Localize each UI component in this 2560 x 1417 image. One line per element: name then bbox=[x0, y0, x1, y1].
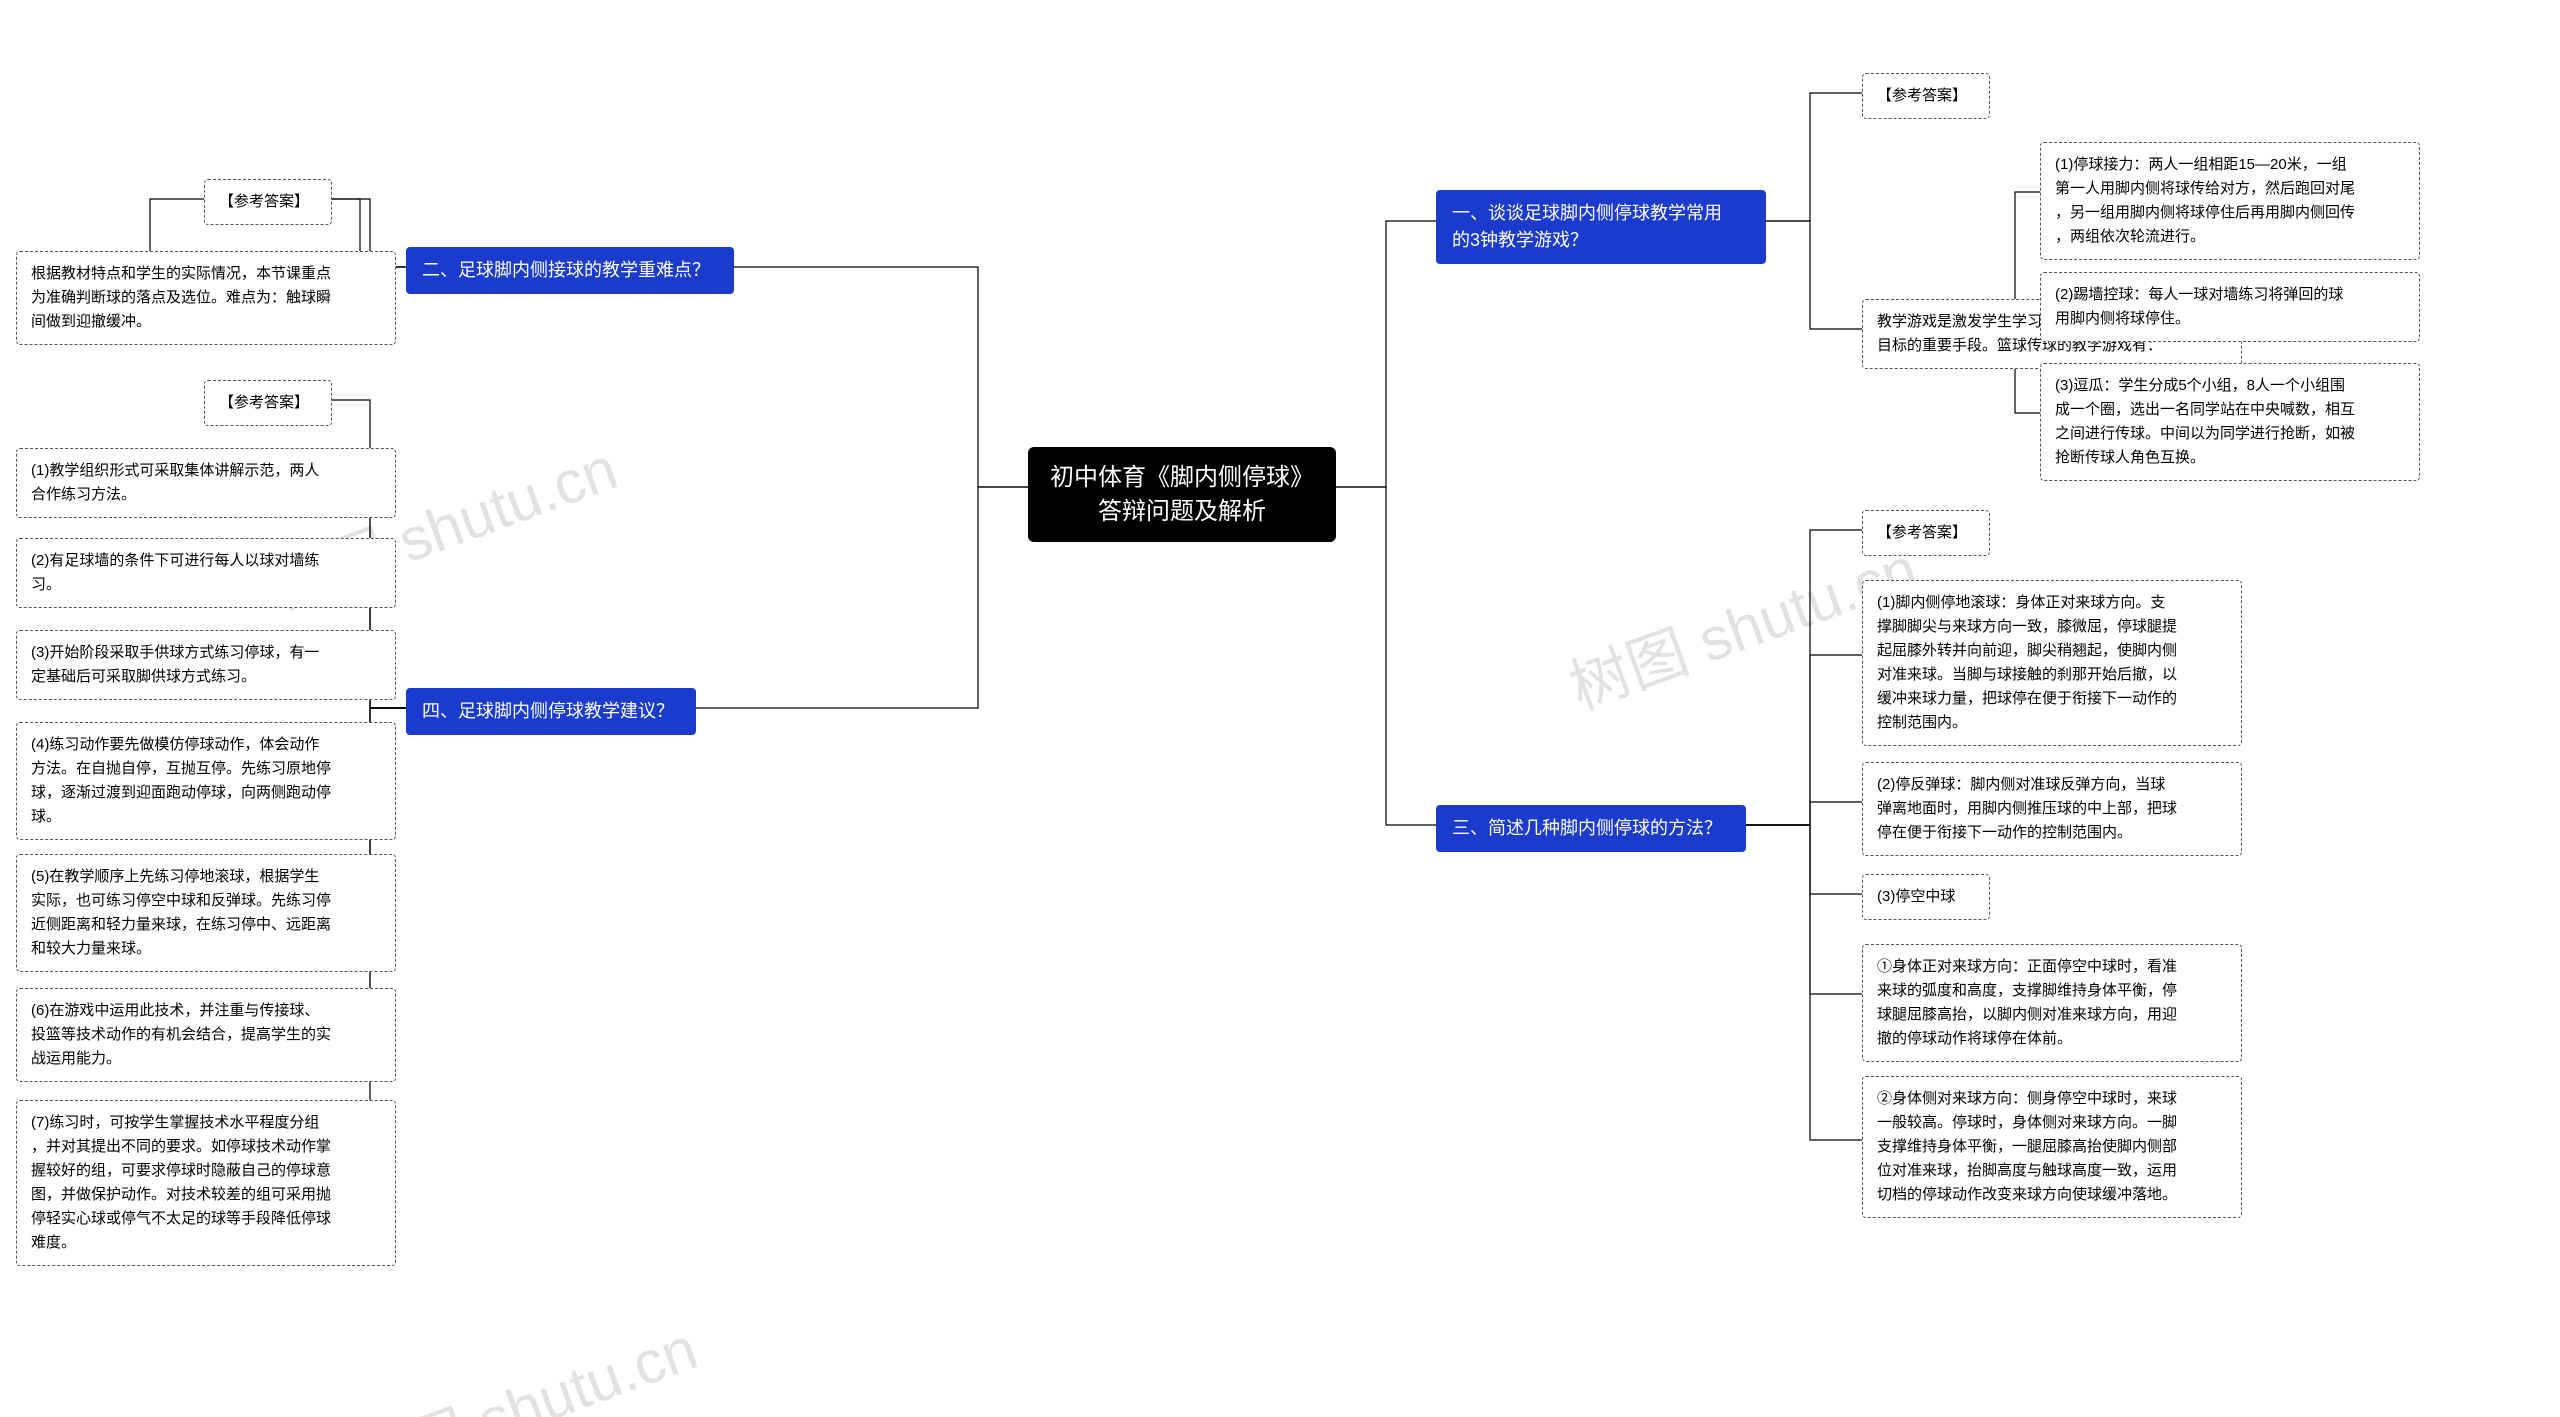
leaf-q3-a3[interactable]: (3)停空中球 bbox=[1862, 874, 1990, 920]
leaf-q4-a7[interactable]: (7)练习时，可按学生掌握技术水平程度分组，并对其提出不同的要求。如停球技术动作… bbox=[16, 1100, 396, 1266]
leaf-text: (7)练习时，可按学生掌握技术水平程度分组，并对其提出不同的要求。如停球技术动作… bbox=[31, 1114, 331, 1251]
leaf-text: (2)有足球墙的条件下可进行每人以球对墙练习。 bbox=[31, 552, 319, 593]
leaf-text: 【参考答案】 bbox=[1877, 87, 1967, 104]
root-text: 初中体育《脚内侧停球》答辩问题及解析 bbox=[1050, 464, 1314, 525]
leaf-text: 【参考答案】 bbox=[1877, 524, 1967, 541]
topic-label: 四、足球脚内侧停球教学建议？ bbox=[422, 701, 674, 721]
leaf-q1-ref[interactable]: 【参考答案】 bbox=[1862, 73, 1990, 119]
leaf-q1-a3[interactable]: (3)逗瓜：学生分成5个小组，8人一个小组围成一个圈，选出一名同学站在中央喊数，… bbox=[2040, 363, 2420, 481]
leaf-text: ②身体侧对来球方向：侧身停空中球时，来球一般较高。停球时，身体侧对来球方向。一脚… bbox=[1877, 1090, 2177, 1203]
topic-label: 二、足球脚内侧接球的教学重难点？ bbox=[422, 260, 710, 280]
topic-q3[interactable]: 三、简述几种脚内侧停球的方法？ bbox=[1436, 805, 1746, 852]
leaf-text: (3)开始阶段采取手供球方式练习停球，有一定基础后可采取脚供球方式练习。 bbox=[31, 644, 319, 685]
leaf-q3-a3b[interactable]: ②身体侧对来球方向：侧身停空中球时，来球一般较高。停球时，身体侧对来球方向。一脚… bbox=[1862, 1076, 2242, 1218]
leaf-text: (5)在教学顺序上先练习停地滚球，根据学生实际，也可练习停空中球和反弹球。先练习… bbox=[31, 868, 331, 957]
leaf-q3-a1[interactable]: (1)脚内侧停地滚球：身体正对来球方向。支撑脚脚尖与来球方向一致，膝微屈，停球腿… bbox=[1862, 580, 2242, 746]
leaf-q2-a[interactable]: 根据教材特点和学生的实际情况，本节课重点为准确判断球的落点及选位。难点为：触球瞬… bbox=[16, 251, 396, 345]
leaf-q3-a3a[interactable]: ①身体正对来球方向：正面停空中球时，看准来球的弧度和高度，支撑脚维持身体平衡，停… bbox=[1862, 944, 2242, 1062]
leaf-q4-a6[interactable]: (6)在游戏中运用此技术，并注重与传接球、投篮等技术动作的有机会结合，提高学生的… bbox=[16, 988, 396, 1082]
topic-q4[interactable]: 四、足球脚内侧停球教学建议？ bbox=[406, 688, 696, 735]
leaf-text: (3)逗瓜：学生分成5个小组，8人一个小组围成一个圈，选出一名同学站在中央喊数，… bbox=[2055, 377, 2355, 466]
leaf-text: (1)脚内侧停地滚球：身体正对来球方向。支撑脚脚尖与来球方向一致，膝微屈，停球腿… bbox=[1877, 594, 2177, 731]
leaf-q4-a1[interactable]: (1)教学组织形式可采取集体讲解示范，两人合作练习方法。 bbox=[16, 448, 396, 518]
leaf-text: (4)练习动作要先做模仿停球动作，体会动作方法。在自抛自停，互抛互停。先练习原地… bbox=[31, 736, 331, 825]
topic-q1[interactable]: 一、谈谈足球脚内侧停球教学常用的3钟教学游戏？ bbox=[1436, 190, 1766, 264]
root-node[interactable]: 初中体育《脚内侧停球》答辩问题及解析 bbox=[1028, 447, 1336, 542]
leaf-text: 【参考答案】 bbox=[219, 394, 309, 411]
leaf-q4-a4[interactable]: (4)练习动作要先做模仿停球动作，体会动作方法。在自抛自停，互抛互停。先练习原地… bbox=[16, 722, 396, 840]
watermark: 树图 shutu.cn bbox=[336, 1300, 707, 1417]
leaf-q4-a5[interactable]: (5)在教学顺序上先练习停地滚球，根据学生实际，也可练习停空中球和反弹球。先练习… bbox=[16, 854, 396, 972]
leaf-q4-a2[interactable]: (2)有足球墙的条件下可进行每人以球对墙练习。 bbox=[16, 538, 396, 608]
leaf-text: (2)踢墙控球：每人一球对墙练习将弹回的球用脚内侧将球停住。 bbox=[2055, 286, 2343, 327]
mindmap-canvas: 树图 shutu.cn 树图 shutu.cn 树图 shutu.cn bbox=[0, 0, 2560, 1417]
leaf-q3-ref[interactable]: 【参考答案】 bbox=[1862, 510, 1990, 556]
leaf-text: (1)停球接力：两人一组相距15—20米，一组第一人用脚内侧将球传给对方，然后跑… bbox=[2055, 156, 2355, 245]
leaf-text: (3)停空中球 bbox=[1877, 888, 1955, 905]
topic-q2[interactable]: 二、足球脚内侧接球的教学重难点？ bbox=[406, 247, 734, 294]
leaf-q1-a2[interactable]: (2)踢墙控球：每人一球对墙练习将弹回的球用脚内侧将球停住。 bbox=[2040, 272, 2420, 342]
leaf-q4-a3[interactable]: (3)开始阶段采取手供球方式练习停球，有一定基础后可采取脚供球方式练习。 bbox=[16, 630, 396, 700]
leaf-text: (6)在游戏中运用此技术，并注重与传接球、投篮等技术动作的有机会结合，提高学生的… bbox=[31, 1002, 331, 1067]
topic-label: 一、谈谈足球脚内侧停球教学常用的3钟教学游戏？ bbox=[1452, 203, 1722, 250]
leaf-q4-ref[interactable]: 【参考答案】 bbox=[204, 380, 332, 426]
leaf-text: 根据教材特点和学生的实际情况，本节课重点为准确判断球的落点及选位。难点为：触球瞬… bbox=[31, 265, 331, 330]
topic-label: 三、简述几种脚内侧停球的方法？ bbox=[1452, 818, 1722, 838]
leaf-text: ①身体正对来球方向：正面停空中球时，看准来球的弧度和高度，支撑脚维持身体平衡，停… bbox=[1877, 958, 2177, 1047]
leaf-q2-ref[interactable]: 【参考答案】 bbox=[204, 179, 332, 225]
leaf-q3-a2[interactable]: (2)停反弹球：脚内侧对准球反弹方向，当球弹离地面时，用脚内侧推压球的中上部，把… bbox=[1862, 762, 2242, 856]
leaf-text: 【参考答案】 bbox=[219, 193, 309, 210]
leaf-text: (1)教学组织形式可采取集体讲解示范，两人合作练习方法。 bbox=[31, 462, 319, 503]
leaf-text: (2)停反弹球：脚内侧对准球反弹方向，当球弹离地面时，用脚内侧推压球的中上部，把… bbox=[1877, 776, 2177, 841]
leaf-q1-a1[interactable]: (1)停球接力：两人一组相距15—20米，一组第一人用脚内侧将球传给对方，然后跑… bbox=[2040, 142, 2420, 260]
